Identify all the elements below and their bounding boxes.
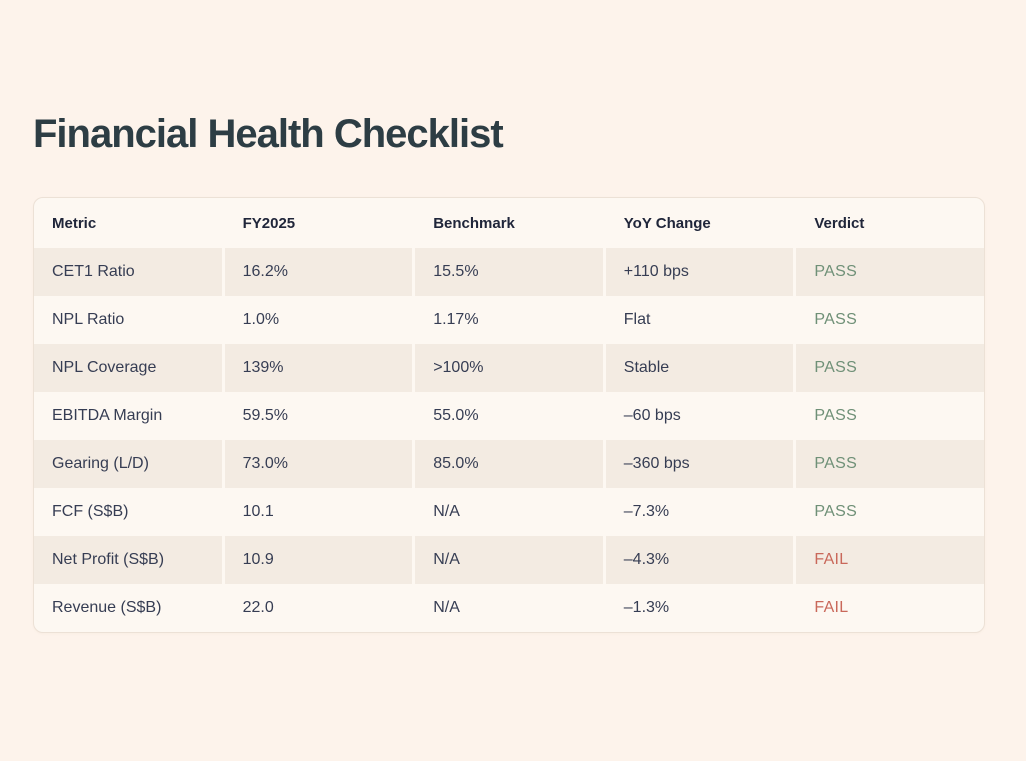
cell-yoy: Flat [623, 311, 651, 328]
cell-verdict: PASS [796, 440, 984, 488]
cell-verdict: PASS [814, 311, 858, 328]
header-verdict: Verdict [814, 214, 865, 232]
cell-verdict: PASS [796, 344, 984, 392]
cell-benchmark: 15.5% [415, 248, 603, 296]
table-row: CET1 Ratio 16.2% 15.5% +110 bps PASS [34, 248, 984, 296]
cell-benchmark: N/A [433, 503, 460, 520]
cell-fy2025: 139% [224, 344, 413, 392]
table-row: Revenue (S$B) 22.0 N/A –1.3% FAIL [34, 584, 984, 632]
cell-yoy: Stable [605, 344, 794, 392]
cell-metric: NPL Coverage [34, 344, 222, 392]
table-row: EBITDA Margin 59.5% 55.0% –60 bps PASS [34, 392, 984, 440]
header-benchmark: Benchmark [433, 214, 515, 232]
table-header-row: Metric FY2025 Benchmark YoY Change Verdi… [34, 198, 984, 248]
cell-fy2025: 59.5% [242, 407, 288, 424]
table-row: NPL Coverage 139% >100% Stable PASS [34, 344, 984, 392]
cell-metric: EBITDA Margin [52, 407, 163, 424]
cell-fy2025: 1.0% [242, 311, 280, 328]
cell-yoy: –7.3% [623, 503, 670, 520]
cell-verdict: FAIL [796, 536, 984, 584]
cell-benchmark: 85.0% [415, 440, 603, 488]
cell-metric: Net Profit (S$B) [34, 536, 222, 584]
cell-metric: FCF (S$B) [52, 503, 129, 520]
cell-metric: NPL Ratio [52, 311, 125, 328]
table-row: Gearing (L/D) 73.0% 85.0% –360 bps PASS [34, 440, 984, 488]
page-title: Financial Health Checklist [33, 112, 504, 156]
cell-yoy: –4.3% [605, 536, 794, 584]
table-row: Net Profit (S$B) 10.9 N/A –4.3% FAIL [34, 536, 984, 584]
cell-fy2025: 16.2% [224, 248, 413, 296]
cell-metric: CET1 Ratio [34, 248, 222, 296]
cell-verdict: PASS [814, 407, 858, 424]
cell-yoy: –60 bps [623, 407, 681, 424]
cell-fy2025: 10.9 [224, 536, 413, 584]
cell-verdict: PASS [814, 503, 858, 520]
cell-fy2025: 73.0% [224, 440, 413, 488]
cell-benchmark: N/A [433, 599, 460, 616]
cell-benchmark: >100% [415, 344, 603, 392]
cell-benchmark: 55.0% [433, 407, 479, 424]
cell-benchmark: N/A [415, 536, 603, 584]
cell-metric: Gearing (L/D) [34, 440, 222, 488]
header-metric: Metric [52, 214, 97, 232]
cell-fy2025: 22.0 [242, 599, 274, 616]
header-fy2025: FY2025 [242, 214, 296, 232]
cell-yoy: –360 bps [605, 440, 794, 488]
cell-benchmark: 1.17% [433, 311, 479, 328]
cell-metric: Revenue (S$B) [52, 599, 162, 616]
cell-verdict: FAIL [814, 599, 849, 616]
header-yoy: YoY Change [623, 214, 711, 232]
table-row: NPL Ratio 1.0% 1.17% Flat PASS [34, 296, 984, 344]
cell-yoy: +110 bps [605, 248, 794, 296]
financial-health-table: Metric FY2025 Benchmark YoY Change Verdi… [33, 197, 985, 633]
cell-yoy: –1.3% [623, 599, 670, 616]
cell-verdict: PASS [796, 248, 984, 296]
table-row: FCF (S$B) 10.1 N/A –7.3% PASS [34, 488, 984, 536]
cell-fy2025: 10.1 [242, 503, 274, 520]
